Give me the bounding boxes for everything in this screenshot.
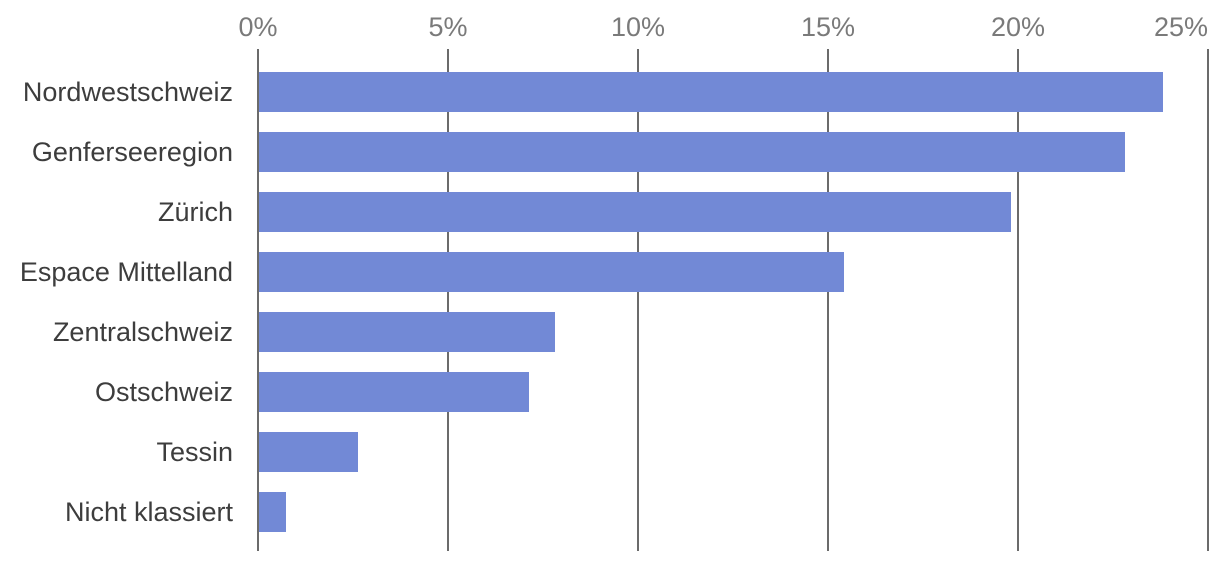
bar-nicht-klassiert <box>259 492 286 532</box>
bar-nordwestschweiz <box>259 72 1164 112</box>
category-label-genferseeregion: Genferseeregion <box>31 137 233 167</box>
category-label-ostschweiz: Ostschweiz <box>94 377 233 407</box>
category-label-espace-mittelland: Espace Mittelland <box>19 257 233 287</box>
category-label-tessin: Tessin <box>156 437 233 467</box>
plot-area <box>257 49 1209 551</box>
bar-zurich <box>259 192 1012 232</box>
category-label-nicht-klassiert: Nicht klassiert <box>64 497 233 527</box>
gridline-10pct <box>637 49 639 551</box>
bar-genferseeregion <box>259 132 1126 172</box>
category-label-zurich: Zürich <box>157 197 233 227</box>
category-label-nordwestschweiz: Nordwestschweiz <box>22 77 233 107</box>
bar-zentralschweiz <box>259 312 556 352</box>
x-tick-label-20pct: 20% <box>990 12 1046 42</box>
x-tick-label-25pct: 25% <box>1153 12 1208 42</box>
gridline-25pct <box>1207 49 1209 551</box>
x-tick-label-0pct: 0% <box>238 12 278 42</box>
category-label-zentralschweiz: Zentralschweiz <box>52 317 233 347</box>
gridline-20pct <box>1017 49 1019 551</box>
x-tick-label-15pct: 15% <box>800 12 856 42</box>
bar-ostschweiz <box>259 372 529 412</box>
gridline-0pct <box>257 49 259 551</box>
x-tick-label-10pct: 10% <box>610 12 666 42</box>
bar-espace-mittelland <box>259 252 845 292</box>
gridline-5pct <box>447 49 449 551</box>
bar-tessin <box>259 432 358 472</box>
x-tick-label-5pct: 5% <box>428 12 468 42</box>
gridline-15pct <box>827 49 829 551</box>
